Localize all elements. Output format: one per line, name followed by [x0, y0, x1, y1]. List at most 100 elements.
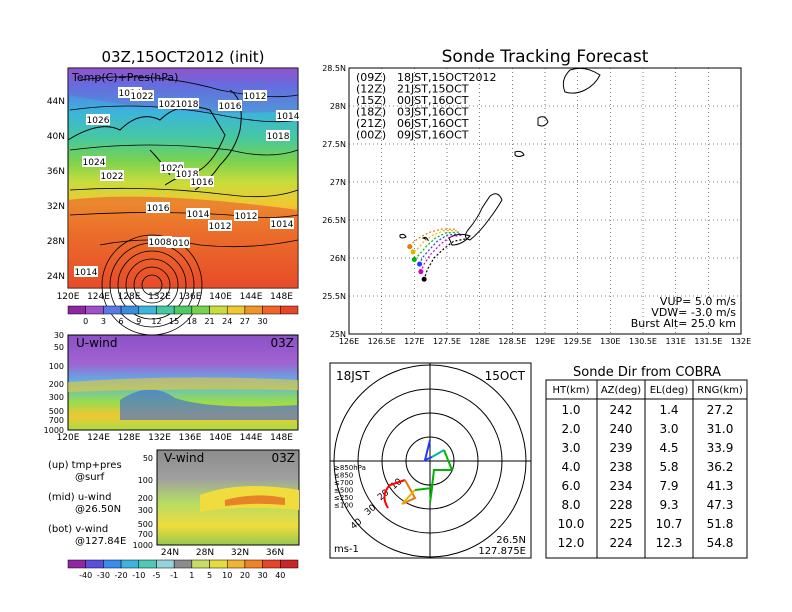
- map-lon-tick: 124E: [87, 292, 110, 302]
- pressure-label: 1020: [161, 164, 184, 174]
- v-wind-y-tick: 200: [138, 494, 153, 503]
- wind-colorbar-tick: -5: [152, 571, 160, 580]
- table-cell: 239: [610, 441, 633, 455]
- wind-colorbar-swatch: [138, 559, 157, 569]
- polar-left-label: 18JST: [336, 369, 370, 383]
- pressure-label: 1012: [209, 222, 232, 232]
- tracking-lat-tick: 25N: [330, 330, 346, 339]
- table-header: EL(deg): [650, 385, 689, 396]
- colorbar-tick: 27: [240, 317, 250, 326]
- v-wind-y-tick: 50: [143, 454, 153, 463]
- wind-colorbar-tick: 40: [275, 571, 285, 580]
- wind-colorbar-swatch: [103, 559, 122, 569]
- v-wind-y-tick: 1000: [133, 541, 153, 550]
- colorbar-swatch: [280, 305, 299, 315]
- sonde-track-line: [413, 231, 459, 260]
- colorbar-swatch: [244, 305, 263, 315]
- table-cell: 51.8: [707, 517, 734, 531]
- table-cell: 4.0: [561, 460, 580, 474]
- table-cell: 234: [610, 479, 633, 493]
- pressure-label: 1014: [187, 210, 210, 220]
- pressure-label: 1008: [149, 238, 172, 248]
- colorbar-swatch: [156, 305, 175, 315]
- legend-text: 06JST,16OCT: [397, 117, 469, 130]
- u-wind-x-tick: 132E: [148, 433, 171, 443]
- pressure-label-bg: [270, 218, 294, 229]
- colorbar-tick: 0: [83, 317, 88, 326]
- table-cell: 5.8: [659, 460, 678, 474]
- map-lat-tick: 40N: [47, 132, 65, 142]
- v-wind-x-tick: 36N: [266, 548, 284, 558]
- table-cell: 228: [610, 498, 633, 512]
- map-lat-tick: 28N: [47, 237, 65, 247]
- map-lat-tick: 24N: [47, 272, 65, 282]
- note-bot2: @127.84E: [75, 536, 126, 547]
- tracking-lat-tick: 25.5N: [322, 292, 346, 301]
- u-wind-y-tick: 700: [49, 416, 64, 425]
- sonde-tracks: [407, 228, 466, 282]
- pressure-label-bg: [175, 168, 199, 179]
- tracking-lon-tick: 131.5E: [694, 337, 722, 346]
- colorbar-tick: 12: [151, 317, 161, 326]
- u-wind-y-tick: 300: [49, 393, 64, 402]
- u-wind-y-tick: 30: [54, 331, 64, 340]
- table-cell: 3.0: [659, 422, 678, 436]
- table-cell: 4.5: [659, 441, 678, 455]
- tracking-lat-tick: 27N: [330, 178, 346, 187]
- map-lon-tick: 128E: [118, 292, 141, 302]
- table-cell: 8.0: [561, 498, 580, 512]
- note-up2: @surf: [75, 472, 105, 483]
- temperature-colorbar: 0 3 6 9 12 15 18 21 24 27 30: [67, 305, 299, 326]
- table-header: RNG(km): [697, 385, 743, 396]
- wind-colorbar-swatch: [191, 559, 210, 569]
- colorbar-tick: 6: [119, 317, 124, 326]
- pressure-label-bg: [218, 100, 242, 111]
- table-cell: 225: [610, 517, 633, 531]
- pressure-label-bg: [234, 210, 258, 221]
- sonde-landing-point: [410, 249, 416, 255]
- table-cell: 2.0: [561, 422, 580, 436]
- u-wind-label: U-wind: [76, 336, 117, 350]
- colorbar-tick: 18: [187, 317, 197, 326]
- wind-colorbar-swatch: [209, 559, 228, 569]
- map-lat-tick: 36N: [47, 167, 65, 177]
- tracking-lon-tick: 132E: [731, 337, 751, 346]
- pressure-label-bg: [148, 236, 172, 247]
- tracking-lon-tick: 129.5E: [564, 337, 592, 346]
- table-title: Sonde Dir from COBRA: [573, 365, 721, 380]
- pressure-label: 1018: [267, 132, 290, 142]
- pressure-label-bg: [130, 90, 154, 101]
- tracking-lon-tick: 130.5E: [629, 337, 657, 346]
- tracking-title: Sonde Tracking Forecast: [442, 47, 649, 67]
- colorbar-swatch: [191, 305, 210, 315]
- pressure-label: 1018: [176, 170, 199, 180]
- table-cell: 224: [610, 536, 633, 550]
- wind-colorbar-tick: 30: [258, 571, 268, 580]
- sonde-landing-point: [407, 244, 413, 250]
- u-wind-x-tick: 144E: [240, 433, 263, 443]
- pressure-label-bg: [158, 98, 182, 109]
- pressure-label-bg: [74, 266, 98, 277]
- table-cell: 12.0: [558, 536, 585, 550]
- map-lon-tick: 136E: [179, 292, 202, 302]
- v-wind-x-axis: 24N 28N 32N 36N: [161, 548, 284, 558]
- pressure-label-bg: [82, 156, 106, 167]
- pressure-label: 1024: [83, 158, 106, 168]
- legend-text: 00JST,16OCT: [397, 94, 469, 107]
- table-cell: 7.9: [659, 479, 678, 493]
- wind-colorbar-tick: 20: [240, 571, 250, 580]
- tracking-lon-tick: 129E: [535, 337, 555, 346]
- legend-text: 18JST,15OCT2012: [397, 71, 497, 84]
- wind-colorbar-tick: 1: [189, 571, 194, 580]
- note-mid2: @26.50N: [75, 504, 121, 515]
- legend-key: (00Z): [356, 129, 386, 142]
- table-cell: 36.2: [707, 460, 734, 474]
- pressure-label-bg: [190, 176, 214, 187]
- pressure-label: 1014: [271, 220, 294, 230]
- sonde-landing-point: [418, 269, 424, 275]
- u-wind-x-axis: 120E 124E 128E 132E 136E 140E 144E 148E: [57, 433, 294, 443]
- polar-level-label: ≤250: [334, 494, 353, 502]
